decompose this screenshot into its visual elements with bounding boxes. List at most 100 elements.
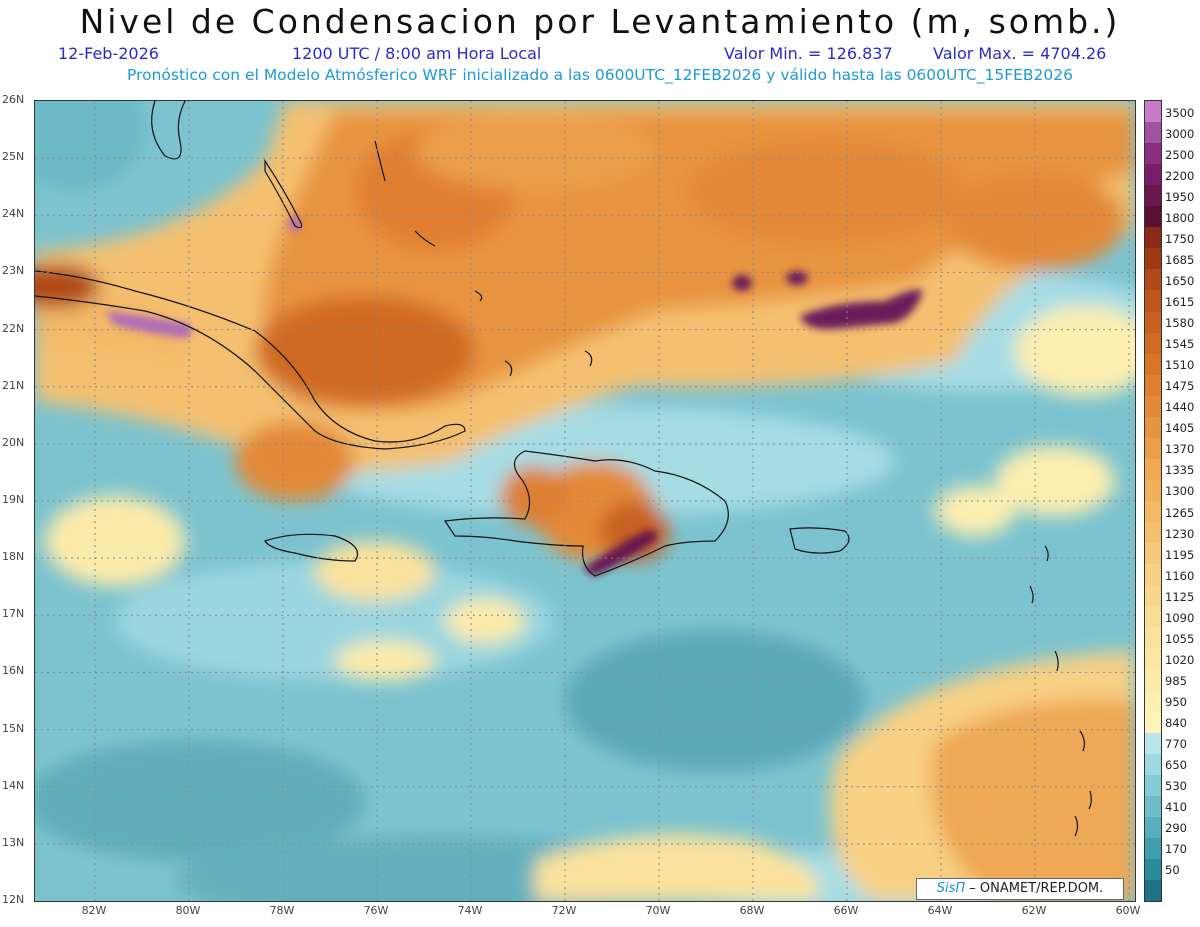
colorbar-swatch: [1145, 501, 1161, 523]
colorbar-label: 2500: [1165, 147, 1195, 162]
colorbar-swatch: [1145, 437, 1161, 460]
latitude-label: 22N: [2, 321, 25, 335]
field-shading: [35, 101, 1135, 901]
colorbar-label: 1440: [1165, 400, 1195, 415]
latitude-label: 20N: [2, 435, 25, 449]
colorbar-label: 50: [1165, 863, 1180, 878]
map-panel: [34, 100, 1136, 902]
latitude-label: 13N: [2, 835, 25, 849]
colorbar-label: 1950: [1165, 189, 1195, 204]
longitude-label: 78W: [269, 904, 295, 917]
longitude-label: 62W: [1021, 904, 1047, 917]
colorbar-label: 3500: [1165, 105, 1195, 120]
colorbar-swatch: [1145, 648, 1161, 670]
colorbar-swatch: [1145, 479, 1161, 502]
colorbar-swatch: [1145, 669, 1161, 691]
latitude-label: 17N: [2, 607, 25, 621]
latitude-label: 15N: [2, 721, 25, 735]
colorbar-label: 1195: [1165, 547, 1195, 562]
latitude-label: 16N: [2, 664, 25, 678]
colorbar-swatch: [1145, 585, 1161, 607]
latitude-label: 23N: [2, 264, 25, 278]
latitude-label: 24N: [2, 207, 25, 221]
colorbar-swatch: [1145, 606, 1161, 628]
latitude-label: 25N: [2, 150, 25, 164]
colorbar-label: 985: [1165, 673, 1187, 688]
longitude-label: 60W: [1115, 904, 1141, 917]
colorbar-swatch: [1145, 248, 1161, 270]
colorbar-swatch: [1145, 206, 1161, 228]
latitude-label: 21N: [2, 378, 25, 392]
colorbar-label: 530: [1165, 779, 1187, 794]
colorbar-label: 2200: [1165, 168, 1195, 183]
colorbar-swatch: [1145, 395, 1161, 418]
colorbar-label: 950: [1165, 695, 1187, 709]
colorbar-label: 1090: [1165, 610, 1195, 625]
colorbar-swatch: [1145, 332, 1161, 355]
colorbar-label: 1300: [1165, 484, 1195, 499]
longitude-label: 64W: [927, 904, 953, 917]
andros-island: [264, 159, 303, 229]
colorbar-label: 3000: [1165, 126, 1195, 141]
colorbar-label: 840: [1165, 716, 1187, 731]
colorbar-label: 1615: [1165, 295, 1195, 309]
colorbar-label: 1335: [1165, 463, 1195, 478]
colorbar-swatch: [1145, 269, 1161, 291]
colorbar-swatch: [1145, 290, 1161, 313]
colorbar-swatch: [1145, 816, 1161, 839]
colorbar-swatch: [1145, 122, 1161, 144]
colorbar-swatch: [1145, 732, 1161, 755]
lat-lon-grid: [35, 101, 1135, 901]
longitude-label: 80W: [175, 904, 201, 917]
colorbar-swatch: [1145, 143, 1161, 165]
lcl-field-map: [35, 101, 1135, 901]
colorbar: [1144, 100, 1162, 902]
colorbar-swatch: [1145, 564, 1161, 586]
colorbar-label: 1055: [1165, 631, 1195, 646]
colorbar-label: 1125: [1165, 589, 1195, 604]
colorbar-label: 1160: [1165, 568, 1195, 583]
colorbar-label: 1405: [1165, 421, 1195, 436]
colorbar-swatch: [1145, 753, 1161, 776]
min-value: Valor Min. = 126.837: [724, 44, 893, 63]
colorbar-label: 1650: [1165, 273, 1195, 288]
credit-box: SisΠ – ONAMET/REP.DOM.: [916, 878, 1124, 900]
colorbar-swatch: [1145, 185, 1161, 207]
colorbar-swatch: [1145, 311, 1161, 334]
colorbar-swatch: [1145, 795, 1161, 818]
colorbar-swatch: [1145, 690, 1161, 713]
jamaica-coast: [264, 533, 359, 562]
colorbar-label: 170: [1165, 842, 1187, 857]
colorbar-swatch: [1145, 164, 1161, 186]
colorbar-swatch: [1145, 227, 1161, 249]
colorbar-label: 1475: [1165, 379, 1195, 394]
colorbar-label: 1510: [1165, 358, 1195, 373]
colorbar-swatch: [1145, 458, 1161, 481]
colorbar-swatch: [1145, 101, 1161, 123]
lesser-antilles: [1029, 545, 1092, 837]
colorbar-swatch: [1145, 711, 1161, 734]
map-title: Nivel de Condensacion por Levantamiento …: [79, 2, 1121, 41]
colorbar-swatch: [1145, 522, 1161, 544]
colorbar-label: 650: [1165, 758, 1187, 773]
florida-coast: [151, 101, 186, 160]
colorbar-swatch: [1145, 374, 1161, 397]
longitude-label: 68W: [739, 904, 765, 917]
forecast-date: 12-Feb-2026: [58, 44, 159, 63]
colorbar-label: 770: [1165, 737, 1187, 752]
longitude-label: 74W: [457, 904, 483, 917]
credit-text: – ONAMET/REP.DOM.: [965, 881, 1104, 896]
colorbar-swatch: [1145, 774, 1161, 797]
colorbar-label: 410: [1165, 800, 1187, 815]
latitude-label: 12N: [2, 893, 25, 906]
longitude-label: 66W: [833, 904, 859, 917]
colorbar-label: 1580: [1165, 316, 1195, 331]
bahamas-islands: [374, 140, 593, 377]
lcl-maxima: [105, 216, 923, 576]
longitude-label: 72W: [551, 904, 577, 917]
latitude-label: 18N: [2, 550, 25, 564]
colorbar-label: 1800: [1165, 210, 1195, 225]
longitude-label: 82W: [81, 904, 107, 917]
colorbar-label: 1265: [1165, 505, 1195, 520]
colorbar-label: 1750: [1165, 231, 1195, 246]
